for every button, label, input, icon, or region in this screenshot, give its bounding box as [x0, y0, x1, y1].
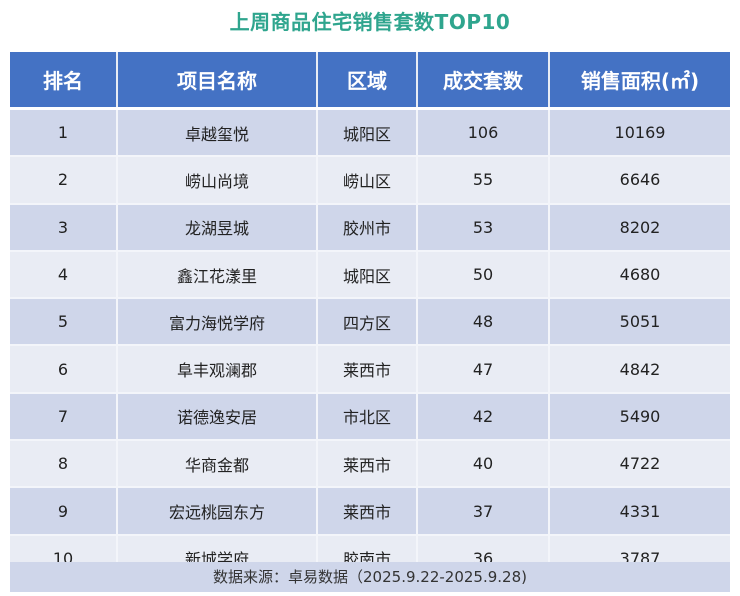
table-row: 4 鑫江花漾里 城阳区 50 4680	[10, 249, 730, 299]
column-header-project-name: 项目名称	[116, 52, 317, 110]
table-row: 3 龙湖昱城 胶州市 53 8202	[10, 202, 730, 251]
cell-rank: 2	[10, 155, 117, 204]
cell-sales-area: 4842	[548, 344, 730, 393]
cell-units-sold: 50	[416, 249, 549, 299]
cell-sales-area: 4680	[548, 249, 730, 299]
cell-district: 四方区	[316, 297, 417, 346]
cell-project-name: 阜丰观澜郡	[116, 344, 317, 393]
table-row: 8 华商金都 莱西市 40 4722	[10, 439, 730, 488]
cell-rank: 9	[10, 486, 117, 535]
cell-sales-area: 10169	[548, 107, 730, 157]
cell-project-name: 崂山尚境	[116, 155, 317, 204]
cell-district: 莱西市	[316, 344, 417, 393]
cell-units-sold: 48	[416, 297, 549, 346]
cell-units-sold: 53	[416, 202, 549, 251]
column-header-sales-area: 销售面积(㎡)	[548, 52, 730, 110]
table-row: 1 卓越玺悦 城阳区 106 10169	[10, 107, 730, 157]
cell-district: 城阳区	[316, 249, 417, 299]
cell-district: 胶州市	[316, 202, 417, 251]
page-title: 上周商品住宅销售套数TOP10	[229, 10, 511, 34]
column-header-district: 区域	[316, 52, 417, 110]
cell-rank: 8	[10, 439, 117, 488]
cell-rank: 5	[10, 297, 117, 346]
cell-district: 城阳区	[316, 107, 417, 157]
column-header-rank: 排名	[10, 52, 117, 110]
cell-district: 市北区	[316, 391, 417, 441]
cell-rank: 7	[10, 391, 117, 441]
cell-sales-area: 8202	[548, 202, 730, 251]
cell-units-sold: 106	[416, 107, 549, 157]
cell-sales-area: 6646	[548, 155, 730, 204]
cell-rank: 6	[10, 344, 117, 393]
cell-sales-area: 4722	[548, 439, 730, 488]
table-row: 6 阜丰观澜郡 莱西市 47 4842	[10, 344, 730, 393]
cell-rank: 1	[10, 107, 117, 157]
table-header-row: 排名 项目名称 区域 成交套数 销售面积(㎡)	[10, 52, 730, 110]
cell-units-sold: 37	[416, 486, 549, 535]
table-row: 5 富力海悦学府 四方区 48 5051	[10, 297, 730, 346]
cell-units-sold: 55	[416, 155, 549, 204]
ranking-table: 排名 项目名称 区域 成交套数 销售面积(㎡) 1 卓越玺悦 城阳区 106 10169 2 崂山尚…	[10, 52, 730, 581]
cell-rank: 4	[10, 249, 117, 299]
table-row: 9 宏远桃园东方 莱西市 37 4331	[10, 486, 730, 535]
data-source-note: 数据来源：卓易数据（2025.9.22-2025.9.28)	[10, 562, 730, 592]
cell-units-sold: 47	[416, 344, 549, 393]
cell-project-name: 宏远桃园东方	[116, 486, 317, 535]
cell-project-name: 鑫江花漾里	[116, 249, 317, 299]
cell-project-name: 富力海悦学府	[116, 297, 317, 346]
cell-rank: 3	[10, 202, 117, 251]
table-row: 7 诺德逸安居 市北区 42 5490	[10, 391, 730, 441]
cell-sales-area: 5490	[548, 391, 730, 441]
cell-project-name: 华商金都	[116, 439, 317, 488]
cell-district: 莱西市	[316, 486, 417, 535]
cell-units-sold: 40	[416, 439, 549, 488]
cell-units-sold: 42	[416, 391, 549, 441]
cell-sales-area: 5051	[548, 297, 730, 346]
cell-project-name: 卓越玺悦	[116, 107, 317, 157]
cell-project-name: 诺德逸安居	[116, 391, 317, 441]
cell-project-name: 龙湖昱城	[116, 202, 317, 251]
cell-district: 莱西市	[316, 439, 417, 488]
cell-sales-area: 4331	[548, 486, 730, 535]
cell-district: 崂山区	[316, 155, 417, 204]
column-header-units-sold: 成交套数	[416, 52, 549, 110]
table-row: 2 崂山尚境 崂山区 55 6646	[10, 155, 730, 204]
